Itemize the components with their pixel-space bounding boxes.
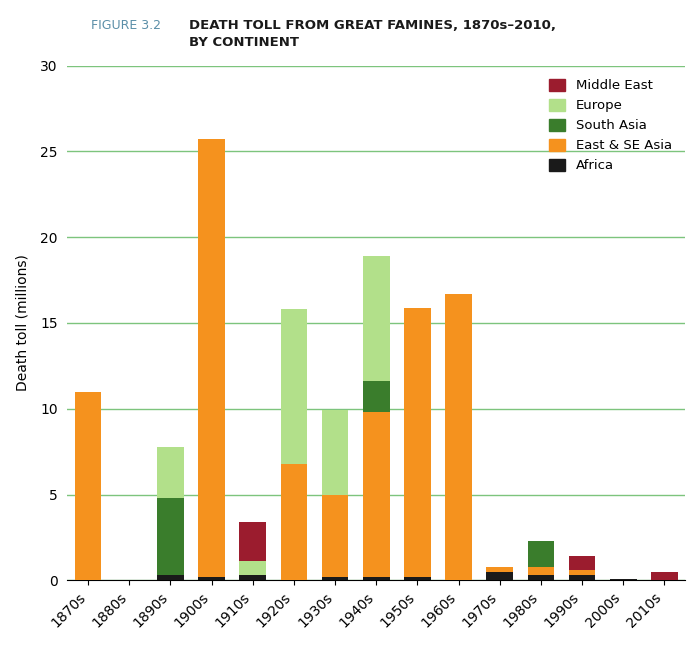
Bar bbox=[404, 577, 430, 580]
Bar bbox=[363, 381, 390, 412]
Bar bbox=[445, 294, 472, 580]
Bar bbox=[363, 256, 390, 381]
Bar bbox=[157, 498, 184, 575]
Bar bbox=[486, 571, 513, 580]
Bar bbox=[363, 412, 390, 577]
Bar bbox=[651, 571, 678, 580]
Text: DEATH TOLL FROM GREAT FAMINES, 1870s–2010,
BY CONTINENT: DEATH TOLL FROM GREAT FAMINES, 1870s–201… bbox=[189, 19, 556, 50]
Bar bbox=[404, 308, 430, 577]
Bar bbox=[198, 139, 225, 577]
Legend: Middle East, Europe, South Asia, East & SE Asia, Africa: Middle East, Europe, South Asia, East & … bbox=[542, 72, 678, 179]
Bar bbox=[281, 309, 307, 464]
Bar bbox=[568, 570, 596, 575]
Bar bbox=[157, 446, 184, 498]
Y-axis label: Death toll (millions): Death toll (millions) bbox=[15, 255, 29, 392]
Bar bbox=[281, 464, 307, 580]
Bar bbox=[75, 392, 101, 580]
Bar bbox=[486, 566, 513, 571]
Bar bbox=[239, 522, 266, 561]
Bar bbox=[239, 561, 266, 575]
Bar bbox=[239, 575, 266, 580]
Bar bbox=[322, 495, 349, 577]
Bar bbox=[198, 577, 225, 580]
Bar bbox=[568, 556, 596, 570]
Bar bbox=[528, 541, 554, 566]
Bar bbox=[322, 410, 349, 495]
Bar bbox=[568, 575, 596, 580]
Bar bbox=[157, 575, 184, 580]
Bar bbox=[610, 579, 636, 580]
Bar bbox=[363, 577, 390, 580]
Bar bbox=[322, 577, 349, 580]
Bar bbox=[528, 566, 554, 575]
Bar bbox=[528, 575, 554, 580]
Text: FIGURE 3.2: FIGURE 3.2 bbox=[91, 19, 161, 32]
